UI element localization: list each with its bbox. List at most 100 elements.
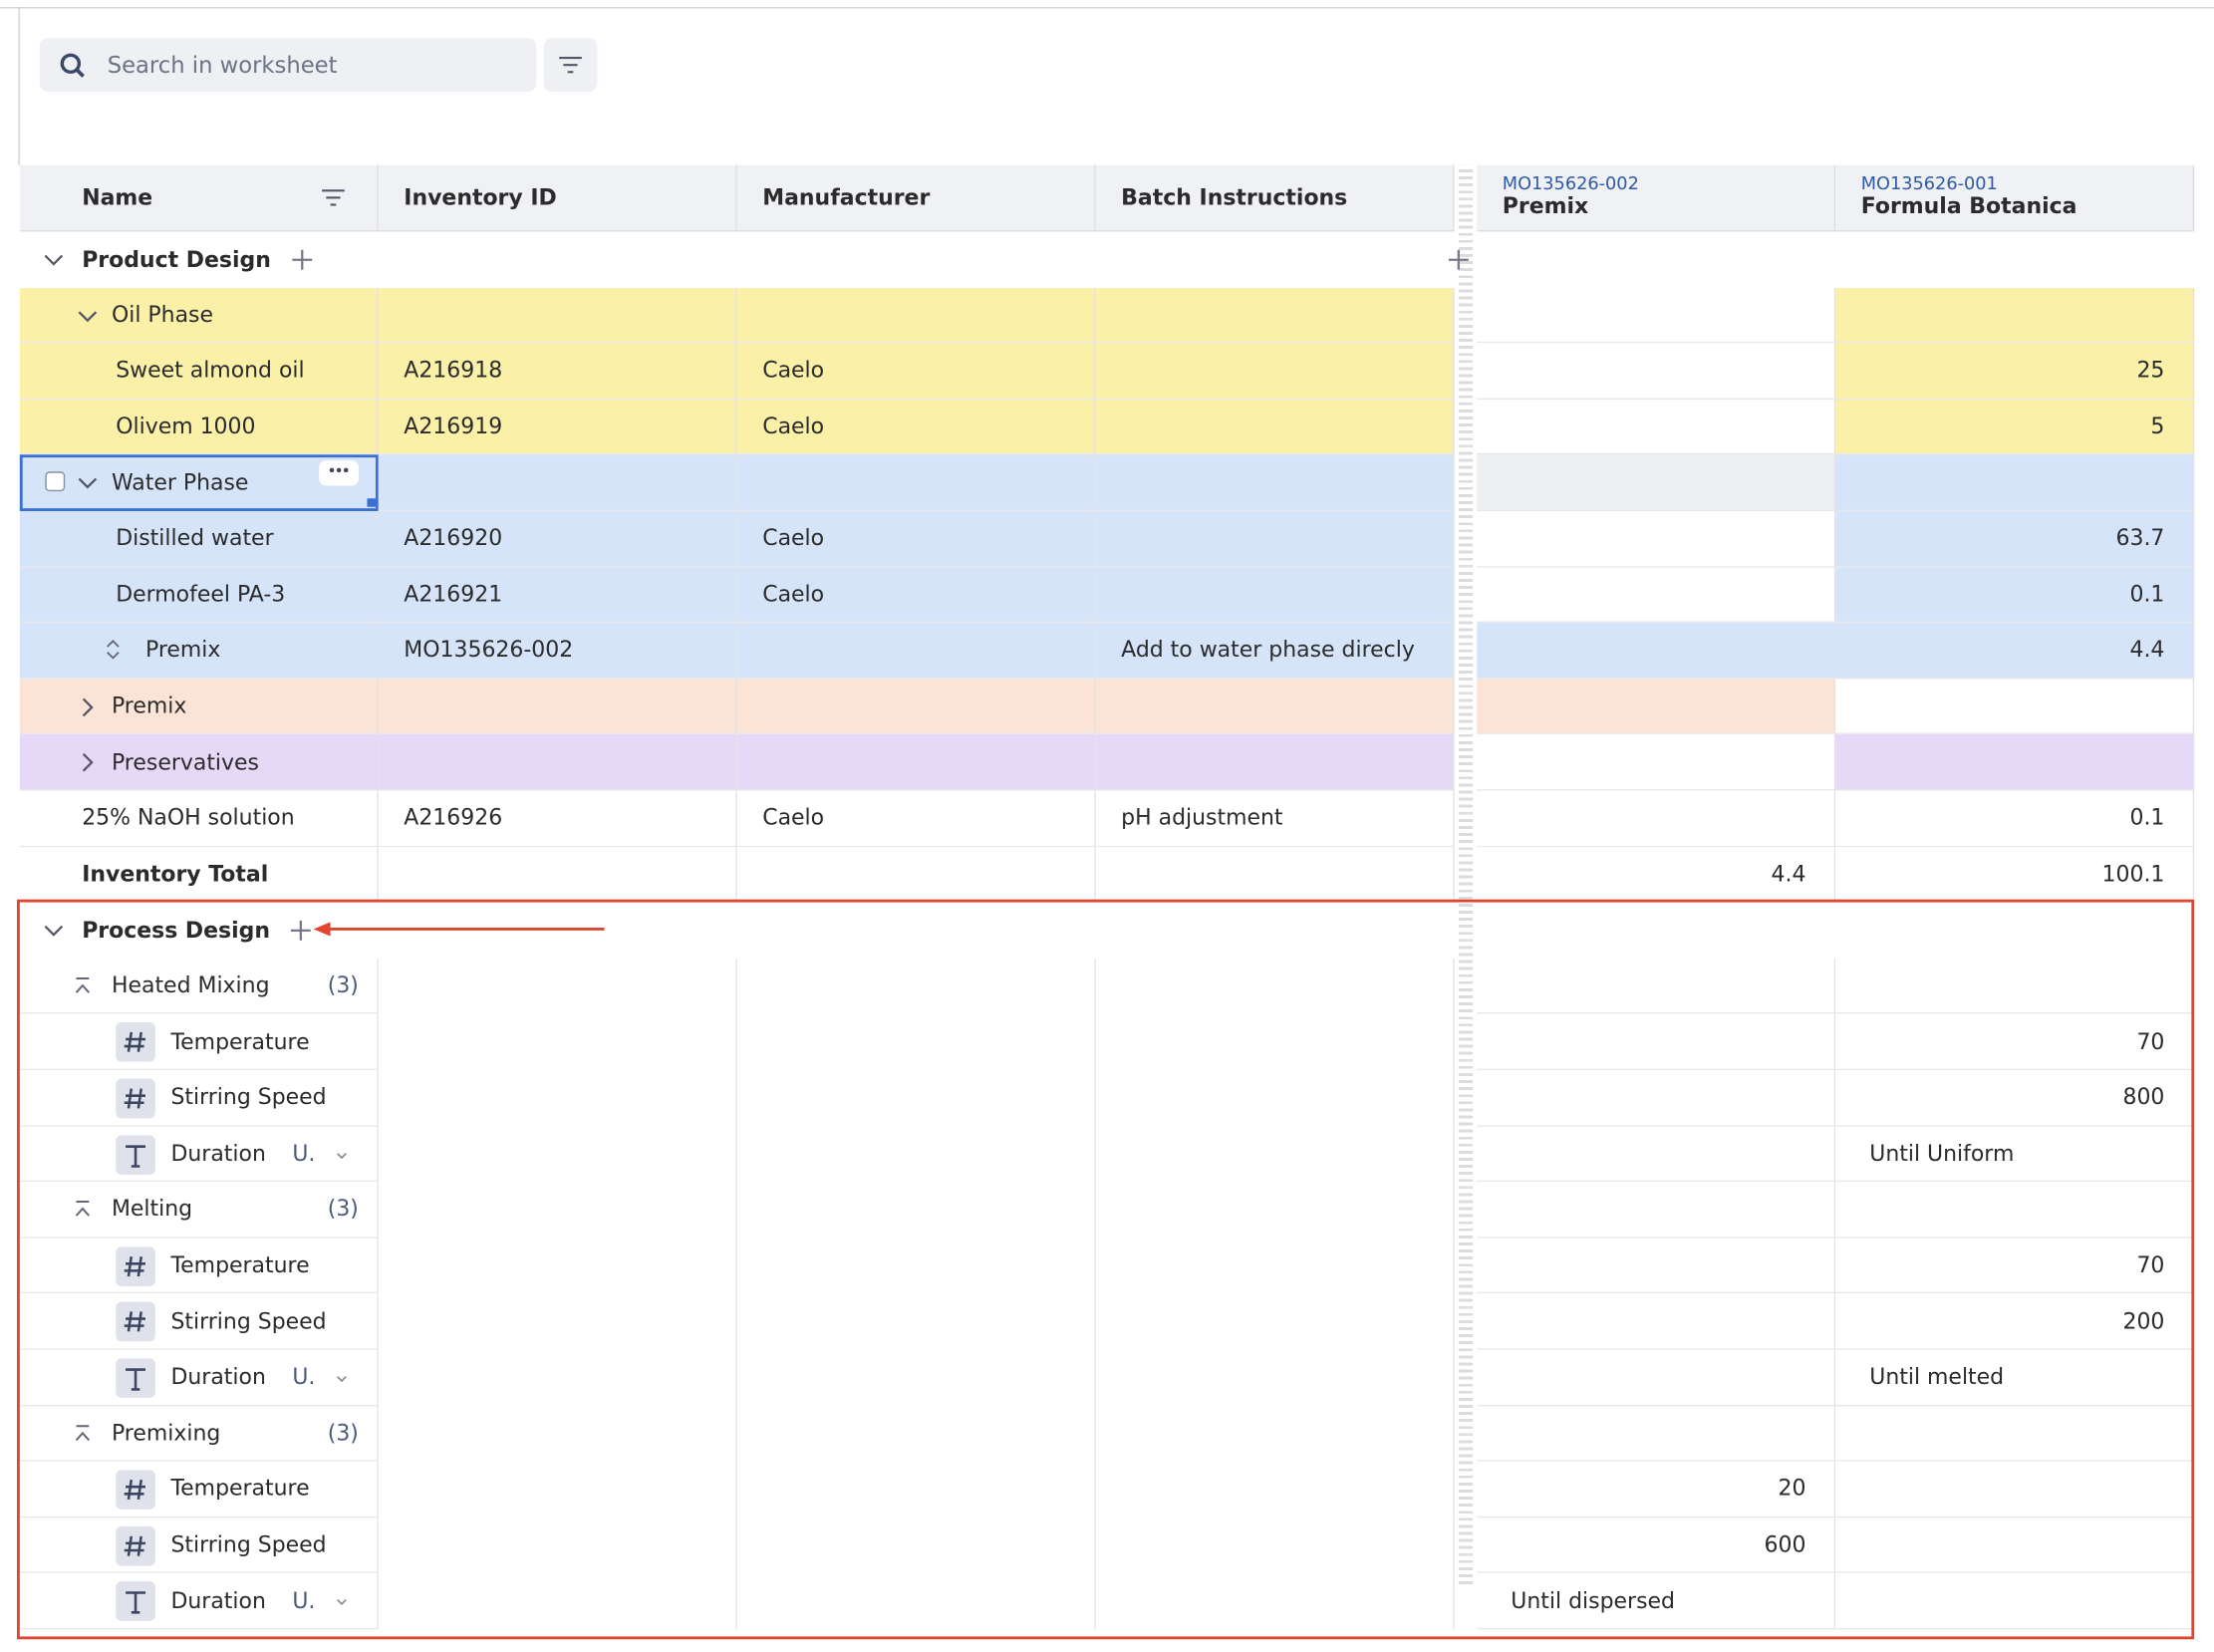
value-cell[interactable] xyxy=(1477,1070,1836,1127)
value-cell[interactable]: 100.1 xyxy=(1835,846,2195,903)
column-header[interactable]: MO135626-001 Formula Botanica xyxy=(1835,164,2195,232)
value-cell[interactable] xyxy=(1477,567,1836,624)
row-checkbox[interactable] xyxy=(45,471,66,492)
value-cell[interactable] xyxy=(736,1405,1096,1462)
value-cell[interactable] xyxy=(1095,1070,1455,1127)
value-cell[interactable]: Until Uniform xyxy=(1835,1126,2195,1183)
value-cell[interactable] xyxy=(1477,958,1836,1015)
value-cell[interactable]: 4.4 xyxy=(1835,623,2195,680)
value-cell[interactable] xyxy=(1835,958,2195,1015)
value-cell[interactable] xyxy=(378,287,737,344)
value-cell[interactable] xyxy=(736,287,1096,344)
value-cell[interactable] xyxy=(378,1517,737,1574)
value-cell[interactable] xyxy=(736,846,1096,903)
value-cell[interactable] xyxy=(1477,399,1836,455)
value-cell[interactable] xyxy=(1835,1182,2195,1239)
value-cell[interactable] xyxy=(736,734,1096,791)
value-cell[interactable] xyxy=(1095,510,1455,568)
value-cell[interactable] xyxy=(736,958,1096,1015)
value-cell[interactable]: A216921 xyxy=(378,567,737,624)
value-cell[interactable] xyxy=(1835,1405,2195,1462)
value-cell[interactable] xyxy=(378,1461,737,1518)
value-cell[interactable] xyxy=(378,958,737,1015)
value-cell[interactable] xyxy=(736,679,1096,735)
resize-handle[interactable] xyxy=(367,498,376,508)
value-cell[interactable] xyxy=(1095,343,1455,400)
value-cell[interactable] xyxy=(736,1014,1096,1071)
column-header[interactable]: Manufacturer xyxy=(736,164,1096,232)
value-cell[interactable]: 70 xyxy=(1835,1014,2195,1071)
value-cell[interactable] xyxy=(736,1238,1096,1294)
value-cell[interactable] xyxy=(378,679,737,735)
unit-selector[interactable]: U. xyxy=(292,1364,316,1390)
value-cell[interactable] xyxy=(1095,679,1455,735)
value-cell[interactable]: pH adjustment xyxy=(1095,790,1455,847)
value-cell[interactable] xyxy=(1095,1293,1455,1350)
value-cell[interactable] xyxy=(378,1070,737,1127)
value-cell[interactable]: 0.1 xyxy=(1835,790,2195,847)
value-cell[interactable] xyxy=(378,1126,737,1183)
value-cell[interactable] xyxy=(1095,567,1455,624)
value-cell[interactable] xyxy=(1095,287,1455,344)
value-cell[interactable] xyxy=(1477,1182,1836,1239)
value-cell[interactable]: 5 xyxy=(1835,399,2195,455)
value-cell[interactable] xyxy=(1477,1405,1836,1462)
value-cell[interactable] xyxy=(1095,1405,1455,1462)
value-cell[interactable] xyxy=(736,1461,1096,1518)
value-cell[interactable]: Caelo xyxy=(736,343,1096,400)
value-cell[interactable] xyxy=(736,1573,1096,1630)
value-cell[interactable] xyxy=(736,1293,1096,1350)
value-cell[interactable] xyxy=(1095,1238,1455,1294)
value-cell[interactable]: 20 xyxy=(1477,1461,1836,1518)
value-cell[interactable] xyxy=(1477,1126,1836,1183)
value-cell[interactable] xyxy=(736,1182,1096,1239)
filter-button[interactable] xyxy=(543,38,598,93)
value-cell[interactable] xyxy=(1477,1349,1836,1406)
value-cell[interactable] xyxy=(736,1517,1096,1574)
value-cell[interactable] xyxy=(1835,1517,2195,1574)
unit-selector[interactable]: U. xyxy=(292,1587,316,1614)
value-cell[interactable]: Add to water phase direcly xyxy=(1095,623,1455,680)
value-cell[interactable] xyxy=(1095,1126,1455,1183)
value-cell[interactable] xyxy=(1095,1349,1455,1406)
value-cell[interactable] xyxy=(1477,734,1836,791)
value-cell[interactable] xyxy=(1835,734,2195,791)
value-cell[interactable]: Caelo xyxy=(736,399,1096,455)
value-cell[interactable]: 70 xyxy=(1835,1238,2195,1294)
value-cell[interactable] xyxy=(736,454,1096,511)
value-cell[interactable] xyxy=(1835,454,2195,511)
value-cell[interactable] xyxy=(378,1182,737,1239)
value-cell[interactable]: A216926 xyxy=(378,790,737,847)
value-cell[interactable] xyxy=(736,1349,1096,1406)
value-cell[interactable]: Until dispersed xyxy=(1477,1573,1836,1630)
value-cell[interactable]: A216918 xyxy=(378,343,737,400)
value-cell[interactable] xyxy=(378,1573,737,1630)
value-cell[interactable] xyxy=(378,454,737,511)
value-cell[interactable] xyxy=(1477,343,1836,400)
value-cell[interactable] xyxy=(1095,1014,1455,1071)
value-cell[interactable] xyxy=(1477,679,1836,735)
value-cell[interactable]: A216919 xyxy=(378,399,737,455)
value-cell[interactable] xyxy=(1477,1014,1836,1071)
value-cell[interactable] xyxy=(1477,623,1836,680)
value-cell[interactable]: 600 xyxy=(1477,1517,1836,1574)
search-box[interactable]: Search in worksheet xyxy=(39,38,537,93)
value-cell[interactable] xyxy=(1477,454,1836,511)
value-cell[interactable] xyxy=(1835,1461,2195,1518)
value-cell[interactable]: Caelo xyxy=(736,567,1096,624)
value-cell[interactable] xyxy=(1095,1461,1455,1518)
value-cell[interactable] xyxy=(1477,1238,1836,1294)
value-cell[interactable]: A216920 xyxy=(378,510,737,568)
value-cell[interactable] xyxy=(378,1238,737,1294)
value-cell[interactable] xyxy=(1477,510,1836,568)
value-cell[interactable] xyxy=(1095,1182,1455,1239)
value-cell[interactable] xyxy=(378,846,737,903)
value-cell[interactable] xyxy=(378,734,737,791)
unit-selector[interactable]: U. xyxy=(292,1140,316,1167)
value-cell[interactable] xyxy=(1095,454,1455,511)
value-cell[interactable] xyxy=(1095,958,1455,1015)
value-cell[interactable] xyxy=(1095,846,1455,903)
value-cell[interactable] xyxy=(1095,399,1455,455)
value-cell[interactable] xyxy=(736,1126,1096,1183)
value-cell[interactable] xyxy=(378,1014,737,1071)
